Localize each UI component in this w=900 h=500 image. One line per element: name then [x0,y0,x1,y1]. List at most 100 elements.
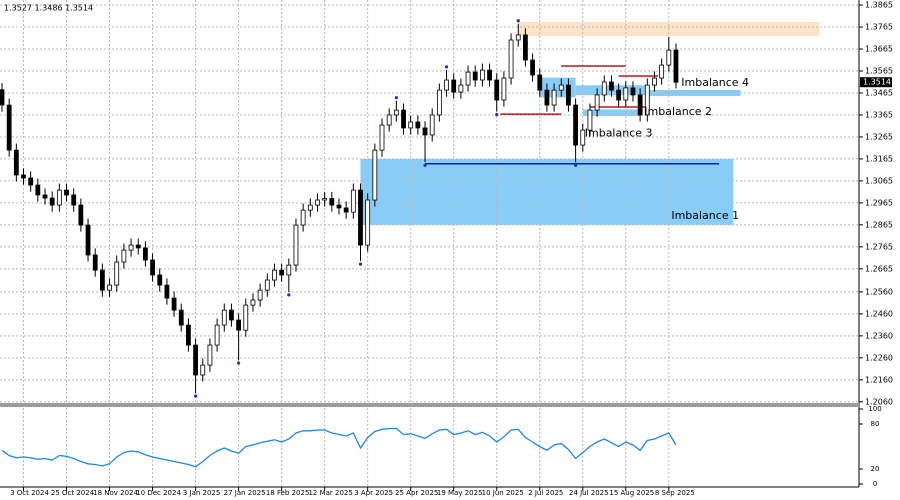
candle-body [286,264,292,276]
candle-body [279,269,285,276]
candle-body [494,79,500,101]
zone-label: Imbalance 3 [585,126,653,139]
y-tick-label: 1.3265 [865,132,893,141]
indicator-line [1,427,677,468]
indicator-tick-label: 80 [871,420,880,428]
candle-body [558,84,564,91]
y-tick-label: 1.2060 [865,397,893,406]
candle-body [0,89,5,106]
candle-body [350,189,356,213]
fractal-high [444,65,449,69]
fractal-low [358,262,363,266]
x-tick-label: 27 Jan 2025 [224,489,266,497]
candle-body [193,344,198,376]
indicator-tick-label: 100 [868,405,881,413]
candle-body [128,244,134,251]
zone-label: Imbalance 2 [644,105,712,118]
candle-body [186,324,191,346]
candle-body [451,79,457,93]
candle-body [78,204,84,226]
candle-body [171,297,177,311]
candle-body [135,244,141,249]
candle-body [544,89,550,106]
candle-body [580,129,586,146]
candle-body [322,198,328,201]
x-tick-label: 15 Aug 2025 [609,489,654,497]
candle-body [573,104,578,146]
fractal-low [287,293,291,297]
y-tick-label: 1.3865 [865,1,893,10]
y-tick-label: 1.3565 [865,66,893,75]
candle-body [21,174,26,179]
candle-body [85,224,91,256]
labels: Imbalance 1 Imbalance 4 Imbalance 3 Imbalan… [10,1,893,497]
candle-body [523,34,528,61]
candle-body [6,104,12,151]
indicator-tick-label: 0 [873,480,877,488]
x-tick-label: 10 Jun 2025 [482,489,524,497]
y-tick-label: 1.2965 [865,198,893,207]
candle-body [630,87,636,96]
y-tick-label: 1.2865 [865,220,893,229]
candle-body [458,84,464,93]
y-tick-label: 1.2665 [865,264,893,273]
candle-body [393,109,399,116]
y-tick-label: 1.2460 [865,309,893,318]
candle-body [465,71,471,86]
candle-body [401,109,406,129]
candle-body [315,199,320,206]
candle-body [644,84,650,116]
candle-body [142,247,148,261]
candle-body [472,71,478,81]
candle-body [487,69,492,81]
x-tick-label: 2 Jul 2025 [528,489,563,497]
candle-body [415,121,421,129]
candle-body [673,49,679,83]
candle-body [243,304,249,331]
candle-body [257,289,263,301]
y-tick-label: 1.3165 [865,154,893,163]
zones [360,21,820,225]
candle-body [365,199,371,246]
y-tick-label: 1.3065 [865,176,893,185]
candle-body [479,69,485,81]
x-tick-label: 12 Mar 2025 [308,489,352,497]
y-tick-label: 1.2160 [865,375,893,384]
candle-body [264,279,270,291]
candle-body [28,177,34,186]
y-tick-label: 1.2560 [865,287,893,296]
candle-body [666,49,672,66]
candle-body [293,224,299,266]
candle-body [236,319,242,331]
y-tick-label: 1.3765 [865,23,893,32]
candle-body [408,121,414,129]
candle-body [429,114,435,136]
x-tick-label: 19 May 2025 [437,489,483,497]
y-tick-label: 1.3465 [865,88,893,97]
zone [360,158,734,225]
x-tick-label: 10 Dec 2024 [136,489,181,497]
candle-body [587,109,593,131]
candle-body [601,81,607,96]
x-tick-label: 3 Jan 2025 [183,489,221,497]
candle-body [114,261,120,286]
x-tick-label: 3 Apr 2025 [354,489,393,497]
candle-body [530,59,535,76]
y-tick-label: 1.2765 [865,242,893,251]
candle-body [13,149,19,176]
candle-body [616,89,622,101]
pane-separator [0,403,859,407]
x-tick-label: 25 Apr 2025 [395,489,438,497]
fractal-low [574,163,578,167]
candle-body [221,309,227,326]
candle-body [637,94,643,116]
candle-body [200,364,206,376]
candle-body [358,189,363,246]
fractal-high [394,96,398,100]
x-tick-label: 3 Oct 2024 [10,489,49,497]
candle-body [515,34,521,41]
candle-body [272,269,277,281]
candle-body [157,274,163,286]
candle-body [56,189,62,206]
